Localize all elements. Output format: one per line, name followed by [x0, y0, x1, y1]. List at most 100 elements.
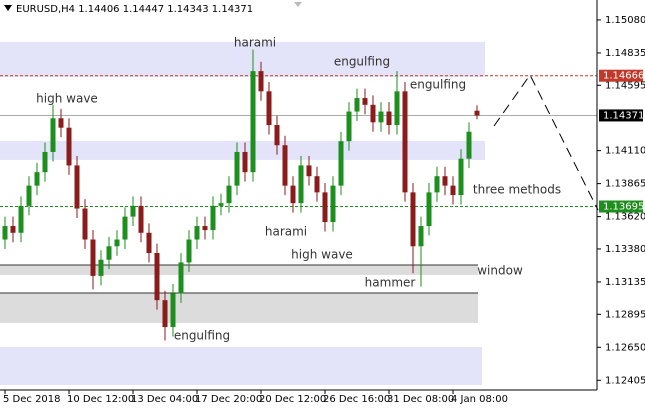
x-tick-label: 10 Dec 12:00	[67, 394, 134, 405]
candle-body	[18, 205, 24, 233]
annotation: engulfing	[174, 329, 230, 343]
candle-body	[90, 239, 96, 276]
price-tag	[599, 109, 643, 122]
candle-body	[442, 176, 448, 186]
candle-body	[26, 185, 32, 206]
candle-body	[186, 239, 192, 263]
candle-body	[386, 111, 392, 126]
annotation: high wave	[291, 248, 353, 262]
x-tick-label: 26 Dec 16:00	[323, 394, 390, 405]
y-tick-label: 1.12650	[605, 342, 645, 353]
candle-body	[410, 192, 416, 247]
x-tick-label: 4 Jan 08:00	[451, 394, 508, 405]
zone	[0, 41, 485, 77]
y-tick-label: 1.13620	[605, 212, 645, 223]
candle-body	[402, 91, 408, 193]
candle-body	[58, 118, 64, 128]
candle-body	[306, 165, 312, 177]
candle-body	[114, 239, 120, 247]
zones	[0, 41, 485, 386]
candle-body	[290, 185, 296, 204]
candle-body	[226, 185, 232, 204]
projection	[493, 74, 599, 211]
y-tick-label: 1.13135	[605, 277, 645, 288]
candle-body	[266, 91, 272, 126]
candle-body	[66, 127, 72, 166]
price-tag-label: 1.13695	[603, 202, 644, 213]
annotation: hammer	[365, 276, 416, 290]
candle-body	[130, 205, 136, 217]
zone	[0, 264, 478, 275]
y-tick-label: 1.14595	[605, 80, 645, 91]
candle-body	[250, 71, 256, 173]
candle-body	[122, 216, 128, 240]
price-tag-label: 1.14371	[603, 110, 644, 121]
annotation: engulfing	[334, 55, 390, 69]
candle-body	[82, 208, 88, 240]
candle-body	[394, 91, 400, 126]
candle-body	[234, 151, 240, 186]
candle-body	[210, 205, 216, 231]
candle-body	[426, 192, 432, 227]
y-tick-label: 1.15080	[605, 15, 645, 26]
annotation: harami	[234, 36, 276, 50]
y-tick-label: 1.14835	[605, 48, 645, 59]
candle-body	[282, 145, 288, 186]
zone	[0, 140, 485, 160]
candle-body	[194, 226, 200, 240]
x-tick-label: 17 Dec 20:00	[195, 394, 262, 405]
candle-body	[362, 98, 368, 105]
x-tick-label: 5 Dec 2018	[3, 394, 61, 405]
candle-body	[298, 165, 304, 204]
candle-body	[458, 158, 464, 196]
candle-body	[474, 110, 480, 116]
candle-body	[314, 176, 320, 193]
candle-body	[170, 293, 176, 328]
y-tick-label: 1.13380	[605, 244, 645, 255]
y-tick-label: 1.13865	[605, 179, 645, 190]
candle-body	[2, 226, 8, 240]
candle-body	[322, 192, 328, 223]
x-tick-label: 31 Dec 08:00	[387, 394, 454, 405]
candle-body	[202, 226, 208, 231]
y-tick-label: 1.12895	[605, 309, 645, 320]
candle-body	[450, 185, 456, 196]
candle-body	[146, 232, 152, 253]
plot	[0, 49, 597, 341]
candle-body	[466, 131, 472, 159]
candle-body	[154, 252, 160, 301]
candle-body	[178, 262, 184, 294]
candle-body	[370, 104, 376, 123]
candle-body	[138, 205, 144, 233]
candle-body	[242, 151, 248, 173]
x-tick-label: 13 Dec 04:00	[131, 394, 198, 405]
candle-body	[42, 151, 48, 173]
annotation: high wave	[36, 92, 98, 106]
price-tag-label: 1.14666	[603, 71, 644, 82]
candle-body	[274, 125, 280, 146]
symbol-icon	[4, 5, 12, 11]
candle-body	[74, 165, 80, 209]
chart-title: EURUSD,H4 1.14406 1.14447 1.14343 1.1437…	[16, 4, 253, 15]
candle-body	[50, 118, 56, 152]
candle-body	[162, 300, 168, 328]
scroll-marker	[294, 2, 302, 7]
candle-body	[106, 246, 112, 260]
candle-body	[434, 176, 440, 193]
price-tag	[599, 200, 643, 213]
y-tick-label: 1.12405	[605, 375, 645, 386]
candle-body	[354, 98, 360, 112]
annotation: window	[477, 264, 523, 278]
candle-body	[34, 172, 40, 186]
zone	[0, 293, 478, 324]
candle-body	[258, 71, 264, 92]
price-tag	[599, 69, 643, 82]
candle-body	[218, 203, 224, 206]
candle-body	[330, 185, 336, 223]
y-tick-label: 1.14110	[605, 146, 645, 157]
candle-body	[338, 141, 344, 186]
candle-body	[418, 226, 424, 247]
annotation: three methods	[473, 183, 561, 197]
candle-body	[346, 111, 352, 142]
